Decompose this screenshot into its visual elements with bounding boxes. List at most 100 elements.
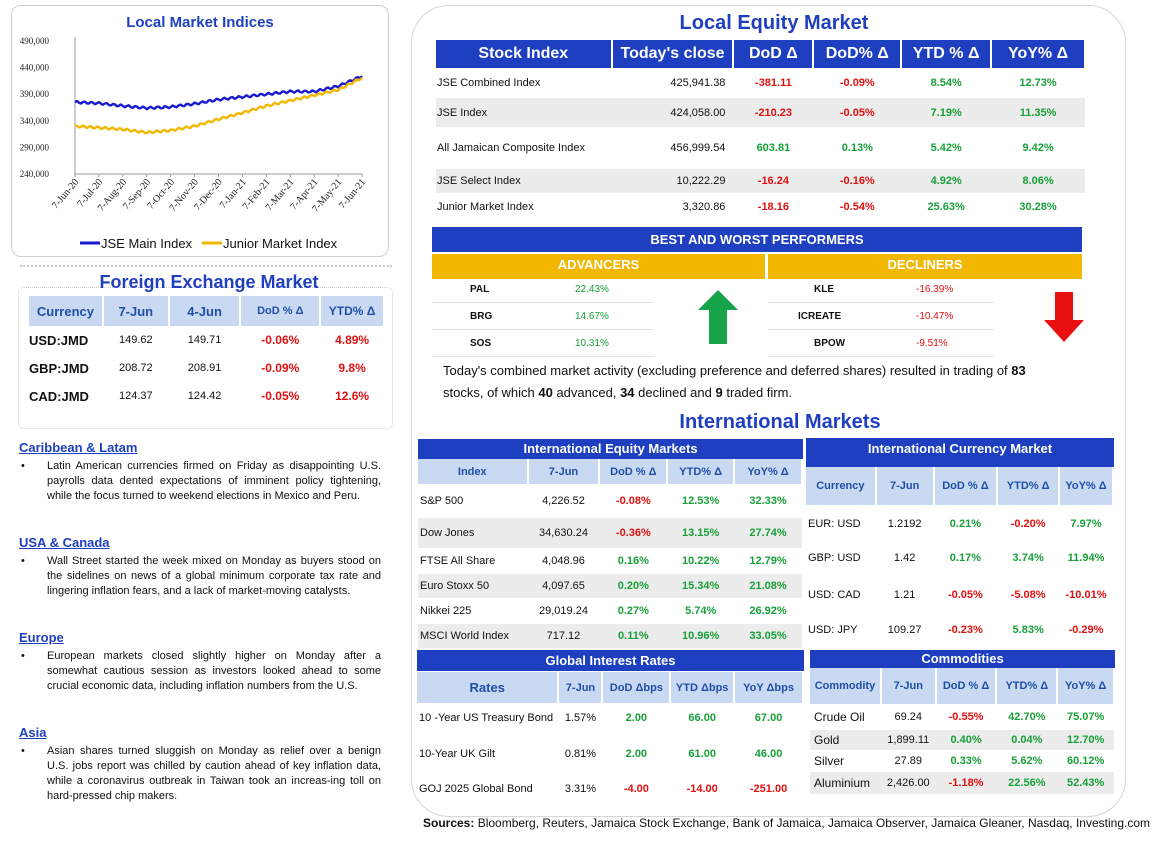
ic-header: Currency	[806, 467, 877, 505]
intl-equity-row: Dow Jones 34,630.24 -0.36% 13.15% 27.74%	[418, 518, 802, 548]
advancer-pct: 22.43%	[575, 284, 609, 295]
equity-ytd: 5.42%	[930, 142, 962, 154]
commodity-row-yoy: 52.43%	[1057, 772, 1114, 794]
fx-ytd-change: 4.89%	[335, 333, 370, 347]
fx-rate-previous: 149.71	[187, 334, 222, 346]
rates-row-name: GOJ 2025 Global Bond	[419, 783, 533, 795]
intl-currency-row-ytd: 3.74%	[1012, 552, 1044, 564]
market-summary: Today's combined market activity (exclud…	[443, 360, 1093, 404]
commodity-row-dod: 0.33%	[950, 755, 982, 767]
commodities-title: Commodities	[810, 650, 1115, 668]
equity-dod-pct: -0.54%	[839, 201, 875, 213]
equity-dod-pct: -0.05%	[813, 98, 902, 127]
rt-header: YoY Δbps	[734, 672, 804, 703]
equity-yoy: 9.42%	[1022, 142, 1054, 154]
bullet-icon: •	[21, 555, 25, 567]
intl-equity-row-dod: 0.16%	[617, 555, 649, 567]
intl-currency-row-value: 1.21	[893, 589, 916, 601]
advancers-label: ADVANCERS	[432, 254, 765, 279]
intl-equity-row-yoy: 26.92%	[749, 605, 787, 617]
equity-header: Today's close	[611, 40, 735, 68]
equity-row: JSE Index 424,058.00 -210.23 -0.05% 7.19% 11.…	[436, 98, 1085, 127]
fx-ytd-change: 9.8%	[338, 361, 366, 375]
commodity-row-dod: -1.18%	[935, 772, 997, 794]
intl-currency-row-yoy: -10.01%	[1065, 589, 1107, 601]
rates-row-name: 10-Year UK Gilt	[419, 748, 496, 760]
intl-equity-row-yoy: 21.08%	[734, 574, 802, 598]
intl-currency-row-name: USD: CAD	[808, 589, 861, 601]
intl-equity-row-name: Dow Jones	[418, 518, 528, 548]
summary-total: 83	[1011, 363, 1026, 378]
equity-yoy: 12.73%	[1019, 77, 1057, 89]
intl-equity-row-value: 4,226.52	[542, 495, 585, 507]
commodity-row-name: Aluminium	[810, 772, 881, 794]
advancer-symbol: SOS	[470, 338, 492, 349]
intl-equity-row: FTSE All Share 4,048.96 0.16% 10.22% 12.79%	[418, 548, 802, 574]
up-arrow-icon	[698, 290, 738, 344]
chart-series-line	[74, 76, 363, 135]
rates-row-yoy: -251.00	[749, 783, 788, 795]
equity-ytd: 4.92%	[901, 169, 992, 193]
sources: Sources: Bloomberg, Reuters, Jamaica Sto…	[423, 816, 1150, 830]
equity-row: JSE Select Index 10,222.29 -16.24 -0.16% 4.9…	[436, 169, 1085, 193]
commodity-row: Crude Oil 69.24 -0.55% 42.70% 75.07%	[810, 704, 1114, 730]
intl-equity-row-value: 29,019.24	[539, 605, 588, 617]
intl-equity-row-name: Euro Stoxx 50	[418, 574, 528, 598]
legend-label: Junior Market Index	[223, 236, 338, 251]
commodity-row-yoy: 75.07%	[1066, 711, 1105, 723]
intl-currency-row-ytd: -0.20%	[1010, 518, 1046, 530]
intl-currency-row-ytd: -5.08%	[1010, 589, 1046, 601]
ic-header: YoY% Δ	[1059, 467, 1114, 505]
bullet-icon: •	[21, 745, 25, 757]
equity-index-name: JSE Index	[436, 98, 612, 127]
commodity-row-value: 1,899.11	[880, 730, 936, 750]
equity-yoy: 11.35%	[991, 98, 1085, 127]
equity-close: 425,941.38	[670, 77, 726, 89]
intl-equity-row-dod: -0.36%	[599, 518, 668, 548]
chart-title: Local Market Indices	[126, 14, 274, 31]
ic-header: YTD% Δ	[997, 467, 1061, 505]
cm-header: Commodity	[810, 668, 882, 704]
intl-currency-title: International Currency Market	[806, 438, 1114, 467]
news-heading: Caribbean & Latam	[19, 440, 138, 455]
rates-row: GOJ 2025 Global Bond 3.31% -4.00 -14.00 -251…	[417, 776, 803, 802]
fx-ytd-change: 12.6%	[335, 389, 370, 403]
commodity-row-name: Silver	[814, 754, 845, 768]
intl-equity-row-value: 34,630.24	[527, 518, 600, 548]
decliner-row: BPOW -9.51%	[768, 331, 994, 357]
equity-yoy: 8.06%	[991, 169, 1085, 193]
news-item: • Asian shares turned sluggish on Monday …	[19, 744, 381, 804]
intl-currency-row-yoy: 7.97%	[1070, 518, 1102, 530]
equity-close: 3,320.86	[682, 201, 726, 213]
intl-currency-row-dod: -0.23%	[947, 623, 983, 636]
equity-header: DoD Δ	[733, 40, 815, 68]
decliner-row: ICREATE -10.47%	[768, 304, 994, 330]
news-item: • Wall Street started the week mixed on M…	[19, 554, 381, 599]
sources-text: Bloomberg, Reuters, Jamaica Stock Exchan…	[474, 816, 1151, 830]
intl-currency-row: USD: CAD 1.21 -0.05% -5.08% -10.01%	[806, 573, 1113, 617]
fx-title: Foreign Exchange Market	[99, 272, 319, 292]
commodity-row: Aluminium 2,426.00 -1.18% 22.56% 52.43%	[810, 772, 1114, 794]
chart-y-tick-label: 440,000	[20, 63, 50, 73]
equity-yoy: 30.28%	[1019, 201, 1057, 213]
decliner-symbol: KLE	[814, 284, 834, 295]
equity-dod: -16.24	[733, 169, 814, 193]
equity-ytd: 7.19%	[901, 98, 992, 127]
rates-row: 10-Year UK Gilt 0.81% 2.00 61.00 46.00	[417, 732, 803, 776]
commodity-row-ytd: 0.04%	[996, 730, 1058, 750]
fx-rate-current: 149.62	[118, 334, 153, 346]
news-text: Asian shares turned sluggish on Monday a…	[47, 745, 381, 802]
advancer-pct: 14.67%	[575, 311, 609, 322]
intl-equity-row-ytd: 12.53%	[682, 495, 720, 507]
equity-header: DoD% Δ	[813, 40, 903, 68]
equity-close: 10,222.29	[611, 169, 734, 193]
commodity-row-yoy: 12.70%	[1057, 730, 1114, 750]
decliner-row: KLE -16.39%	[768, 277, 994, 303]
intl-equity-row: S&P 500 4,226.52 -0.08% 12.53% 32.33%	[418, 484, 802, 518]
chart-y-tick-label: 340,000	[20, 116, 50, 126]
intl-currency-row-dod: 0.21%	[949, 518, 981, 530]
ie-header: Index	[418, 459, 529, 484]
fx-row: CAD:JMD 124.37 124.42 -0.05% 12.6%	[29, 382, 384, 410]
rates-row-ytd: -14.00	[686, 783, 718, 795]
divider	[20, 265, 392, 267]
